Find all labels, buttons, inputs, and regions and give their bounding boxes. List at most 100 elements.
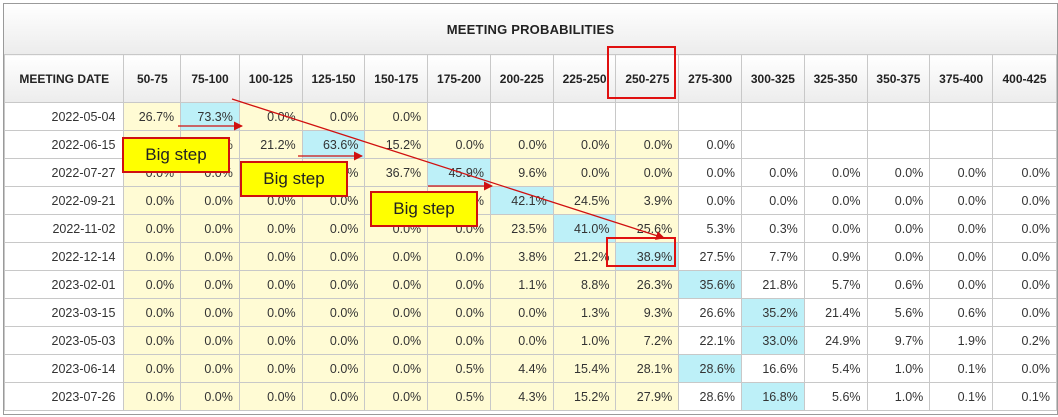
probability-cell: 7.7% bbox=[741, 242, 805, 271]
probability-cell: 0.0% bbox=[992, 270, 1057, 299]
meeting-date-cell: 2022-09-21 bbox=[3, 186, 125, 215]
probability-cell: 26.6% bbox=[678, 298, 742, 327]
column-header: 200-225 bbox=[489, 54, 554, 103]
probability-cell: 0.0% bbox=[992, 298, 1057, 327]
probability-cell: 0.0% bbox=[803, 214, 868, 243]
meeting-date-cell: 2022-07-27 bbox=[3, 158, 125, 187]
probability-cell: 9.7% bbox=[866, 326, 931, 355]
probability-cell: 0.0% bbox=[238, 102, 303, 131]
probability-cell: 0.0% bbox=[123, 270, 182, 299]
probability-cell: 0.0% bbox=[123, 326, 182, 355]
probability-cell: 0.0% bbox=[123, 186, 182, 215]
column-header: 75-100 bbox=[180, 54, 240, 103]
probability-cell: 7.2% bbox=[615, 326, 680, 355]
meeting-date-cell: 2023-07-26 bbox=[3, 382, 125, 411]
probability-cell: 0.0% bbox=[180, 298, 240, 327]
probability-cell: 0.0% bbox=[301, 270, 366, 299]
table-row: 2023-06-14 0.0% 0.0% 0.0% 0.0% 0.0% 0.5% 4.4% 15… bbox=[3, 354, 1057, 383]
probability-cell: 0.5% bbox=[427, 382, 491, 411]
probability-cell: 21.8% bbox=[741, 270, 805, 299]
probability-cell bbox=[866, 130, 931, 159]
column-header: 100-125 bbox=[238, 54, 303, 103]
probability-cell: 15.2% bbox=[552, 382, 617, 411]
probability-cell: 0.0% bbox=[929, 242, 994, 271]
probability-cell: 0.2% bbox=[992, 326, 1057, 355]
probability-cell: 0.0% bbox=[427, 298, 491, 327]
probability-cell: 0.0% bbox=[866, 186, 931, 215]
probability-cell: 5.4% bbox=[803, 354, 868, 383]
probability-cell: 0.0% bbox=[427, 270, 491, 299]
probability-cell: 0.0% bbox=[123, 298, 182, 327]
probability-cell: 33.0% bbox=[741, 326, 805, 355]
probability-cell: 35.2% bbox=[741, 298, 805, 327]
probability-cell: 0.0% bbox=[427, 214, 491, 243]
table-row: 2022-06-150.0%0.0%21.2%63.6%15.2%0.0%0.0… bbox=[3, 130, 1057, 159]
probability-cell: 0.0% bbox=[552, 130, 617, 159]
probability-cell: 0.0% bbox=[364, 102, 429, 131]
probability-cell: 36.7% bbox=[364, 158, 429, 187]
probability-cell: 22.1% bbox=[678, 326, 742, 355]
column-header: 300-325 bbox=[741, 54, 805, 103]
probability-cell: 23.5% bbox=[489, 214, 554, 243]
probability-cell: 0.0% bbox=[123, 382, 182, 411]
probability-cell: 0.0% bbox=[301, 102, 366, 131]
probability-cell: 1.0% bbox=[866, 382, 931, 411]
probability-cell: 0.0% bbox=[992, 214, 1057, 243]
probability-cell: 0.5% bbox=[427, 354, 491, 383]
big-step-callout-2: Big step bbox=[240, 161, 348, 197]
probability-cell: 1.9% bbox=[929, 326, 994, 355]
probability-cell: 16.6% bbox=[741, 354, 805, 383]
probability-cell: 0.0% bbox=[180, 382, 240, 411]
probability-cell: 0.1% bbox=[929, 354, 994, 383]
column-header: 175-200 bbox=[427, 54, 491, 103]
probability-cell: 5.6% bbox=[803, 382, 868, 411]
column-header: 325-350 bbox=[803, 54, 868, 103]
probability-cell: 0.0% bbox=[364, 242, 429, 271]
table-row: 2023-07-26 0.0% 0.0% 0.0% 0.0% 0.0% 0.5% 4.3% 15… bbox=[3, 382, 1057, 411]
probability-cell: 0.0% bbox=[992, 242, 1057, 271]
probability-cell: 24.5% bbox=[552, 186, 617, 215]
probability-cell: 0.0% bbox=[123, 242, 182, 271]
trend-arrow bbox=[231, 98, 665, 240]
probability-cell: 0.0% bbox=[929, 186, 994, 215]
probability-cell: 0.0% bbox=[427, 326, 491, 355]
probability-cell: 21.4% bbox=[803, 298, 868, 327]
column-header: 150-175 bbox=[364, 54, 429, 103]
probability-cell bbox=[992, 130, 1057, 159]
probability-cell: 0.0% bbox=[678, 130, 742, 159]
table-row: 2023-03-15 0.0% 0.0% 0.0% 0.0% 0.0% 0.0% 0.0% 1.… bbox=[3, 298, 1057, 327]
probability-cell: 0.0% bbox=[427, 130, 491, 159]
probability-cell: 0.0% bbox=[238, 326, 303, 355]
meeting-date-cell: 2023-03-15 bbox=[3, 298, 125, 327]
probability-cell: 0.3% bbox=[741, 214, 805, 243]
meeting-date-cell: 2022-05-04 bbox=[3, 102, 125, 131]
column-header: 250-275 bbox=[615, 54, 680, 103]
probability-cell bbox=[678, 102, 742, 131]
probability-cell: 28.6% bbox=[678, 354, 742, 383]
column-header: 225-250 bbox=[552, 54, 617, 103]
probability-cell: 0.0% bbox=[364, 270, 429, 299]
probability-cell: 0.0% bbox=[238, 382, 303, 411]
probability-cell: 0.0% bbox=[489, 130, 554, 159]
probability-cell: 3.8% bbox=[489, 242, 554, 271]
header-row: MEETING DATE 50-75 75-100 100-125 125-150 15… bbox=[3, 54, 1057, 103]
probability-cell: 27.9% bbox=[615, 382, 680, 411]
probability-cell bbox=[866, 102, 931, 131]
probability-cell: 16.8% bbox=[741, 382, 805, 411]
probability-cell bbox=[615, 102, 680, 131]
probability-cell: 0.0% bbox=[301, 382, 366, 411]
column-header: 375-400 bbox=[929, 54, 994, 103]
probability-cell: 0.0% bbox=[427, 242, 491, 271]
table-row: 2023-05-03 0.0% 0.0% 0.0% 0.0% 0.0% 0.0% 0.0% 1.… bbox=[3, 326, 1057, 355]
big-step-callout-1: Big step bbox=[122, 137, 230, 173]
probability-cell: 28.1% bbox=[615, 354, 680, 383]
meeting-date-cell: 2022-12-14 bbox=[3, 242, 125, 271]
probability-cell: 8.8% bbox=[552, 270, 617, 299]
probability-cell: 0.0% bbox=[301, 326, 366, 355]
probability-cell: 4.3% bbox=[489, 382, 554, 411]
probability-cell: 0.0% bbox=[180, 354, 240, 383]
probability-cell: 0.0% bbox=[866, 158, 931, 187]
probability-cell: 0.0% bbox=[678, 158, 742, 187]
column-header: 125-150 bbox=[301, 54, 366, 103]
